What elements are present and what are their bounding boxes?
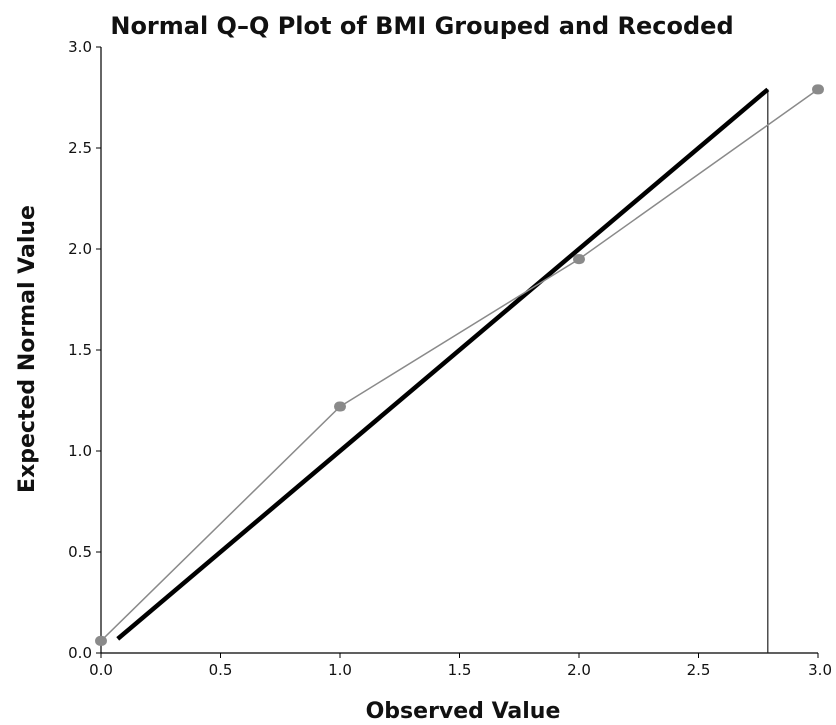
y-tick-label: 2.5 [68, 139, 92, 157]
y-tick-label: 0.0 [68, 644, 92, 662]
x-tick-label: 0.0 [89, 661, 113, 679]
x-tick-label: 0.5 [209, 661, 233, 679]
x-tick-label: 1.0 [328, 661, 352, 679]
x-axis-title: Observed Value [366, 699, 561, 724]
x-tick-label: 2.0 [567, 661, 591, 679]
y-tick-label: 0.5 [68, 543, 92, 561]
reference-line [116, 87, 770, 641]
y-tick-label: 2.0 [68, 240, 92, 258]
data-point [812, 84, 824, 95]
y-axis-title: Expected Normal Value [15, 205, 40, 493]
data-point [573, 254, 585, 265]
y-tick-label: 1.5 [68, 341, 92, 359]
chart-title: Normal Q–Q Plot of BMI Grouped and Recod… [110, 12, 733, 40]
series-connector-line [100, 88, 819, 642]
data-point [334, 401, 346, 412]
y-tick-label: 3.0 [68, 38, 92, 56]
data-point [95, 635, 107, 646]
observed-series [95, 84, 824, 646]
x-tick-label: 3.0 [808, 661, 832, 679]
y-tick-label: 1.0 [68, 442, 92, 460]
x-tick-label: 1.5 [448, 661, 472, 679]
reference-line-layer [116, 87, 770, 653]
x-tick-label: 2.5 [687, 661, 711, 679]
tick-labels: 0.0 0.5 1.0 1.5 2.0 2.5 3.0 0.0 0.5 1.0 1.5 2.0 2.5 3… [68, 38, 832, 679]
